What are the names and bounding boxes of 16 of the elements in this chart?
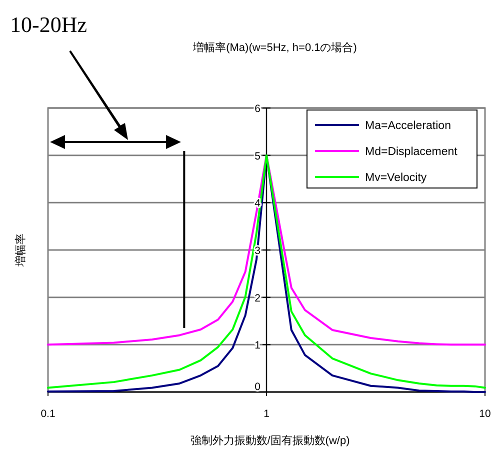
- y-tick-label: 3: [254, 245, 261, 257]
- legend-label: Mv=Velocity: [365, 172, 427, 184]
- x-tick-label: 1: [264, 408, 270, 420]
- legend-label: Ma=Acceleration: [365, 120, 451, 132]
- x-tick-label: 0.1: [40, 408, 56, 420]
- y-tick-label: 2: [254, 292, 261, 304]
- text: 10-20Hz: [10, 12, 88, 37]
- legend-label: Md=Displacement: [365, 146, 458, 158]
- y-axis-title: 増幅率: [14, 234, 27, 268]
- x-tick-label: 10: [479, 408, 491, 420]
- y-tick-label: 0: [254, 381, 261, 393]
- y-tick-label: 6: [254, 103, 261, 115]
- chart-title: 増幅率(Ma)(w=5Hz, h=0.1の場合): [192, 41, 357, 54]
- y-tick-label: 1: [254, 340, 261, 352]
- x-axis-title: 強制外力振動数/固有振動数(w/p): [190, 434, 350, 447]
- y-tick-label: 5: [254, 150, 261, 162]
